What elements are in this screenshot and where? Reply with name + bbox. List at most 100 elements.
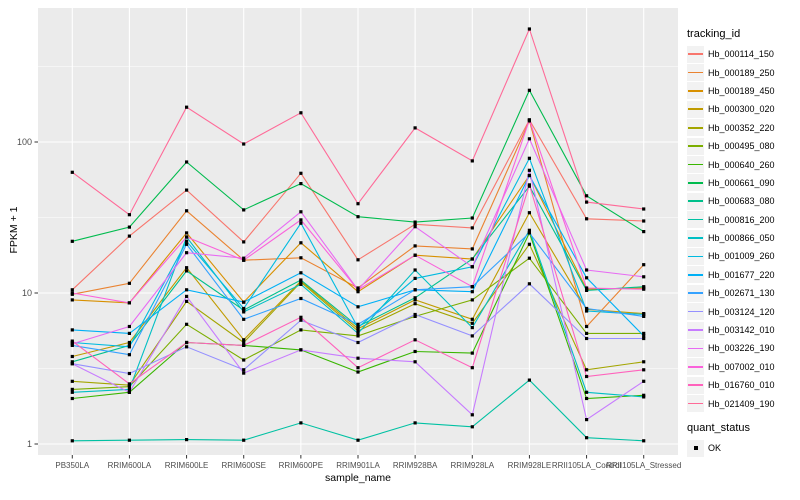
data-point xyxy=(242,358,246,362)
data-point xyxy=(242,340,246,345)
data-point xyxy=(127,438,131,442)
data-point xyxy=(356,322,360,326)
legend-key xyxy=(687,64,704,82)
data-point xyxy=(242,317,246,321)
data-point xyxy=(585,368,589,372)
data-point xyxy=(70,328,74,332)
legend-item-label: Hb_000300_020 xyxy=(708,104,775,115)
data-point xyxy=(356,356,360,360)
legend-item-label: Hb_000495_080 xyxy=(708,141,775,152)
data-point xyxy=(413,302,417,306)
legend-item-label: Hb_016760_010 xyxy=(708,380,775,391)
legend-key xyxy=(687,339,704,357)
data-point xyxy=(470,334,474,338)
data-point xyxy=(470,290,474,294)
data-point xyxy=(527,231,531,235)
data-point xyxy=(299,296,303,301)
legend-item-Hb_016760_010: Hb_016760_010 xyxy=(687,376,799,394)
legend-item-label: Hb_000640_260 xyxy=(708,159,775,170)
legend-swatch-line-icon xyxy=(688,384,703,386)
legend-swatch-line-icon xyxy=(688,402,703,405)
data-point xyxy=(127,213,131,217)
legend-swatch-line-icon xyxy=(688,53,703,55)
legend-key xyxy=(687,247,704,265)
legend-item-label: Hb_003226_190 xyxy=(708,343,775,354)
data-point xyxy=(127,331,131,335)
legend-item-label: Hb_000114_150 xyxy=(708,49,774,60)
data-point xyxy=(585,200,589,204)
legend-key xyxy=(687,284,704,302)
legend-swatch-line-icon xyxy=(688,310,703,313)
data-point xyxy=(585,309,589,313)
legend-swatch-line-icon xyxy=(688,237,703,239)
legend-key xyxy=(687,100,704,118)
data-point xyxy=(642,287,646,291)
data-point xyxy=(413,126,417,130)
legend-item-Hb_000683_080: Hb_000683_080 xyxy=(687,192,799,210)
data-point xyxy=(356,340,360,345)
x-tick-label: RRIM600SE xyxy=(221,461,265,470)
data-point xyxy=(242,208,246,212)
data-point xyxy=(585,390,589,394)
x-tick-label: RRIM928LE xyxy=(508,461,552,470)
data-point xyxy=(356,438,360,442)
legend-item-Hb_000661_090: Hb_000661_090 xyxy=(687,174,799,192)
data-point xyxy=(185,266,189,270)
legend-item-Hb_003124_120: Hb_003124_120 xyxy=(687,302,799,321)
data-point xyxy=(356,258,360,262)
x-tick-label: RRIM928LA xyxy=(450,461,494,470)
data-point xyxy=(413,360,417,364)
data-point xyxy=(642,439,646,443)
data-point xyxy=(299,278,303,282)
data-point xyxy=(70,339,74,343)
data-point xyxy=(585,396,589,401)
data-point xyxy=(185,235,189,239)
data-point xyxy=(527,242,531,246)
data-point xyxy=(356,334,360,338)
data-point xyxy=(299,348,303,352)
data-point xyxy=(413,220,417,224)
x-tick-label: PB350LA xyxy=(55,461,89,470)
data-point xyxy=(185,160,189,164)
data-point xyxy=(470,413,474,417)
data-point xyxy=(242,142,246,146)
data-point xyxy=(299,328,303,332)
data-point xyxy=(413,421,417,425)
data-point xyxy=(585,194,589,198)
x-tick-label: RRIM600PE xyxy=(279,461,323,470)
data-point xyxy=(185,239,189,243)
legend-item-label: Hb_003142_010 xyxy=(708,325,775,336)
data-point xyxy=(642,336,646,341)
legend-item-label: Hb_000352_220 xyxy=(708,122,775,133)
data-point xyxy=(127,390,131,394)
legend-items: Hb_000114_150 Hb_000189_250 Hb_000189_450 H… xyxy=(687,45,799,413)
legend-item-label: Hb_000683_080 xyxy=(708,196,775,207)
data-point xyxy=(70,387,74,391)
data-point xyxy=(527,228,531,232)
legend-title-quant: quant_status xyxy=(687,421,750,434)
data-point xyxy=(356,215,360,219)
data-point xyxy=(642,314,646,318)
data-point xyxy=(642,368,646,372)
data-point xyxy=(299,256,303,260)
data-point xyxy=(299,111,303,115)
data-point xyxy=(470,366,474,370)
data-point xyxy=(70,396,74,401)
data-point xyxy=(642,379,646,383)
data-point xyxy=(356,290,360,294)
data-point xyxy=(527,183,531,187)
data-point xyxy=(185,340,189,345)
legend-swatch-line-icon xyxy=(688,292,703,295)
legend-key xyxy=(687,395,704,413)
legend-item-Hb_000816_200: Hb_000816_200 xyxy=(687,211,799,229)
data-point xyxy=(299,221,303,225)
data-point xyxy=(585,324,589,329)
data-point xyxy=(527,88,531,92)
legend-item-Hb_000189_450: Hb_000189_450 xyxy=(687,82,799,100)
data-point xyxy=(299,241,303,245)
data-point xyxy=(413,338,417,342)
legend-key xyxy=(687,376,704,394)
legend-swatch-line-icon xyxy=(688,90,703,92)
quant-status-block: quant_status OK xyxy=(687,422,799,457)
